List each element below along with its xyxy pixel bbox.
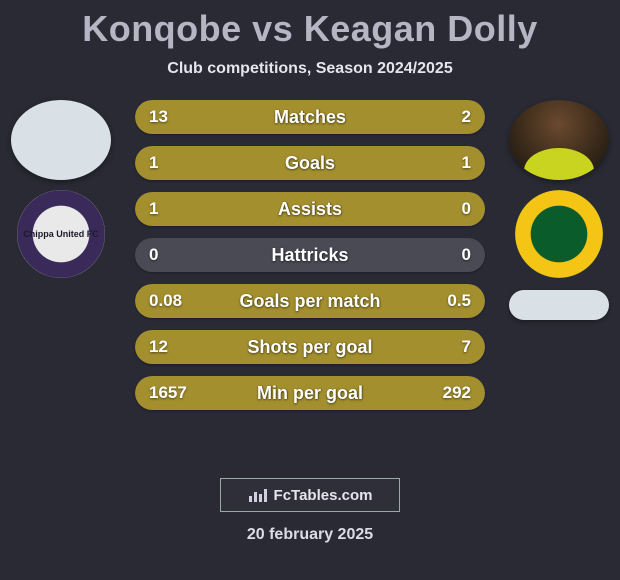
stat-label: Goals xyxy=(135,146,485,180)
stat-label: Matches xyxy=(135,100,485,134)
stat-value-right: 1 xyxy=(462,146,471,180)
club-badge-left-label: Chippa United FC xyxy=(23,229,99,239)
stat-value-right: 0 xyxy=(462,192,471,226)
stat-value-left: 1 xyxy=(149,192,158,226)
stat-value-left: 12 xyxy=(149,330,168,364)
stat-value-left: 1657 xyxy=(149,376,187,410)
player-right-avatar xyxy=(509,100,609,180)
generated-date: 20 february 2025 xyxy=(0,526,620,544)
stat-row: Goals1 1 xyxy=(135,146,485,180)
chart-icon xyxy=(248,487,268,503)
stat-label: Hattricks xyxy=(135,238,485,272)
stat-value-right: 0.5 xyxy=(447,284,471,318)
stat-value-right: 2 xyxy=(462,100,471,134)
page-title: Konqobe vs Keagan Dolly xyxy=(0,0,620,50)
stat-value-left: 1 xyxy=(149,146,158,180)
club-badge-right xyxy=(515,190,603,278)
stat-value-right: 292 xyxy=(443,376,471,410)
stat-label: Shots per goal xyxy=(135,330,485,364)
stat-row: Shots per goal12 7 xyxy=(135,330,485,364)
stat-label: Min per goal xyxy=(135,376,485,410)
stat-value-right: 0 xyxy=(462,238,471,272)
brand-name: FcTables.com xyxy=(274,487,373,504)
stat-row: Min per goal1657 292 xyxy=(135,376,485,410)
player-right-column xyxy=(504,100,614,320)
club-badge-left: Chippa United FC xyxy=(17,190,105,278)
stat-row: Matches13 2 xyxy=(135,100,485,134)
player-left-column: Chippa United FC xyxy=(6,100,116,278)
page-subtitle: Club competitions, Season 2024/2025 xyxy=(0,60,620,78)
stat-row: Goals per match0.08 0.5 xyxy=(135,284,485,318)
stat-value-right: 7 xyxy=(462,330,471,364)
stat-value-left: 0 xyxy=(149,238,158,272)
stat-label: Goals per match xyxy=(135,284,485,318)
stat-bars: Matches132Goals11Assists10Hattricks00Goa… xyxy=(135,100,485,422)
stat-row: Assists1 0 xyxy=(135,192,485,226)
stat-value-left: 13 xyxy=(149,100,168,134)
player-right-flag xyxy=(509,290,609,320)
stat-label: Assists xyxy=(135,192,485,226)
stat-value-left: 0.08 xyxy=(149,284,182,318)
player-left-avatar xyxy=(11,100,111,180)
stat-row: Hattricks0 0 xyxy=(135,238,485,272)
brand-badge[interactable]: FcTables.com xyxy=(220,478,400,512)
comparison-panel: Chippa United FC Matches132Goals11Assist… xyxy=(0,100,620,460)
